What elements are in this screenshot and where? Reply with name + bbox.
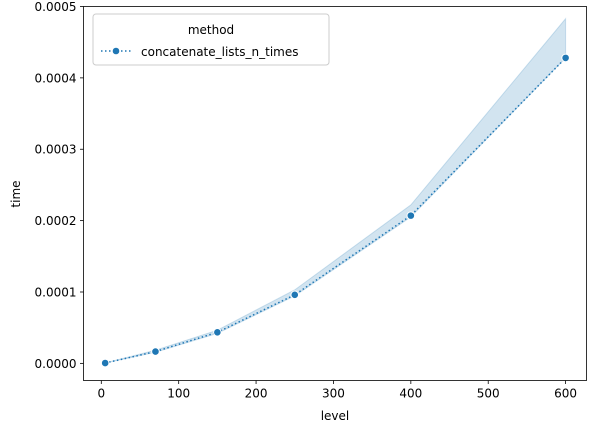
legend-series-label: concatenate_lists_n_times (141, 45, 298, 59)
data-point (406, 211, 416, 220)
y-axis: 0.0000 0.0001 0.0002 0.0003 0.0004 0.0005 (35, 0, 84, 371)
legend-box (92, 13, 330, 66)
data-point (290, 290, 300, 300)
legend: method concatenate_lists_n_times (92, 13, 330, 66)
x-tick-label: 600 (554, 387, 577, 401)
data-point (213, 328, 222, 337)
plot-area (100, 17, 570, 368)
x-tick-label: 300 (322, 387, 345, 401)
data-point (561, 53, 570, 63)
x-tick-label: 200 (245, 387, 268, 401)
legend-title: method (188, 23, 234, 37)
x-axis-title: level (321, 409, 350, 423)
y-tick-label: 0.0002 (35, 214, 77, 228)
legend-series-marker-sample (111, 46, 121, 56)
y-tick-label: 0.0004 (35, 71, 77, 85)
y-tick-label: 0.0005 (35, 0, 77, 14)
x-tick-label: 0 (97, 387, 105, 401)
x-axis: 0 100 200 300 400 500 600 (97, 380, 577, 401)
x-tick-label: 100 (167, 387, 190, 401)
x-tick-label: 500 (477, 387, 500, 401)
y-axis-title: time (9, 180, 23, 207)
y-tick-label: 0.0000 (35, 357, 77, 371)
data-point (151, 347, 160, 356)
y-tick-label: 0.0003 (35, 143, 77, 157)
confidence-band (105, 17, 567, 364)
y-tick-label: 0.0001 (35, 285, 77, 299)
x-tick-label: 400 (399, 387, 422, 401)
plot-frame (83, 6, 587, 381)
data-point (100, 358, 110, 368)
